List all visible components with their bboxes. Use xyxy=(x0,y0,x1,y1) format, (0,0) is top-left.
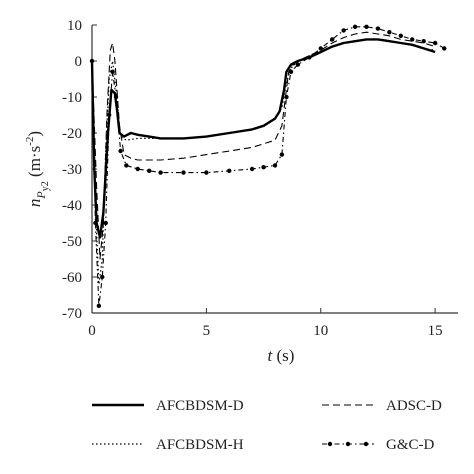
data-point-g-c-d xyxy=(284,94,289,100)
data-point-g-c-d xyxy=(398,33,404,38)
data-point-g-c-d xyxy=(261,165,266,170)
series-line-adsc-d xyxy=(91,31,436,260)
legend: AFCBDSM-D ADSC-D AFCBDSM-H G&C-D xyxy=(92,398,442,453)
tick-labels: 10 0 -10 -20 -30 -40 -50 -60 -70 0 5 10 15 xyxy=(62,18,443,339)
data-point-g-c-d xyxy=(158,170,163,175)
data-point-g-c-d xyxy=(118,148,123,154)
data-point-g-c-d xyxy=(410,37,415,42)
axes xyxy=(91,24,458,314)
y-tick-label: -20 xyxy=(62,126,82,142)
data-point-g-c-d xyxy=(375,26,381,31)
y-tick-label: -70 xyxy=(62,306,82,322)
series-line-g-c-d xyxy=(91,26,445,307)
series-line-afcbdsm-d xyxy=(90,38,436,239)
data-point-g-c-d xyxy=(364,24,369,29)
data-point-g-c-d xyxy=(181,170,186,175)
legend-marker xyxy=(327,441,333,447)
y-tick-label: 10 xyxy=(67,18,82,34)
data-point-g-c-d xyxy=(442,46,447,51)
data-point-g-c-d xyxy=(89,58,95,64)
data-point-g-c-d xyxy=(352,24,358,29)
y-tick-label: -40 xyxy=(62,198,82,214)
data-point-g-c-d xyxy=(341,28,346,33)
data-point-g-c-d xyxy=(146,168,152,173)
data-point-g-c-d xyxy=(204,170,209,175)
data-point-g-c-d xyxy=(227,168,232,173)
data-point-g-c-d xyxy=(110,69,115,75)
data-point-g-c-d xyxy=(288,69,294,75)
data-point-g-c-d xyxy=(106,112,112,118)
legend-item-afcbdsm-d: AFCBDSM-D xyxy=(92,398,244,414)
data-point-g-c-d xyxy=(318,46,323,51)
data-point-g-c-d xyxy=(272,163,278,168)
legend-item-afcbdsm-h: AFCBDSM-H xyxy=(92,437,244,453)
x-axis-label: t (s) xyxy=(268,346,295,365)
y-axis-label: nPy2 (m·s-2) xyxy=(24,131,51,207)
data-point-g-c-d xyxy=(100,274,105,280)
y-tick-label: -10 xyxy=(62,90,82,106)
data-point-g-c-d xyxy=(96,303,102,308)
legend-marker xyxy=(345,441,351,447)
data-point-g-c-d xyxy=(135,166,140,172)
data-point-g-c-d xyxy=(387,30,392,35)
legend-label: G&C-D xyxy=(386,437,435,453)
data-point-g-c-d xyxy=(329,37,335,42)
data-point-g-c-d xyxy=(307,55,312,60)
series-lines xyxy=(89,24,447,308)
y-tick-label: -30 xyxy=(62,162,82,178)
data-point-g-c-d xyxy=(279,152,285,157)
legend-label: AFCBDSM-D xyxy=(156,398,244,414)
x-tick-label: 10 xyxy=(313,323,328,339)
data-point-g-c-d xyxy=(295,62,301,67)
legend-item-adsc-d: ADSC-D xyxy=(322,398,442,414)
data-point-g-c-d xyxy=(124,163,129,168)
y-tick-label: 0 xyxy=(75,54,83,70)
legend-label: ADSC-D xyxy=(386,398,442,414)
data-point-g-c-d xyxy=(93,220,98,226)
legend-item-g-c-d: G&C-D xyxy=(322,437,435,453)
x-tick-label: 0 xyxy=(88,323,96,339)
data-point-g-c-d xyxy=(432,40,438,46)
y-tick-label: -60 xyxy=(62,270,82,286)
data-point-g-c-d xyxy=(421,39,426,44)
data-point-g-c-d xyxy=(103,220,108,226)
x-tick-label: 15 xyxy=(428,323,443,339)
legend-label: AFCBDSM-H xyxy=(156,437,244,453)
x-tick-label: 5 xyxy=(203,323,211,339)
legend-marker xyxy=(363,441,369,447)
data-point-g-c-d xyxy=(113,94,119,100)
series-line-afcbdsm-h xyxy=(91,38,436,285)
y-tick-label: -50 xyxy=(62,234,82,250)
data-point-g-c-d xyxy=(249,166,255,172)
